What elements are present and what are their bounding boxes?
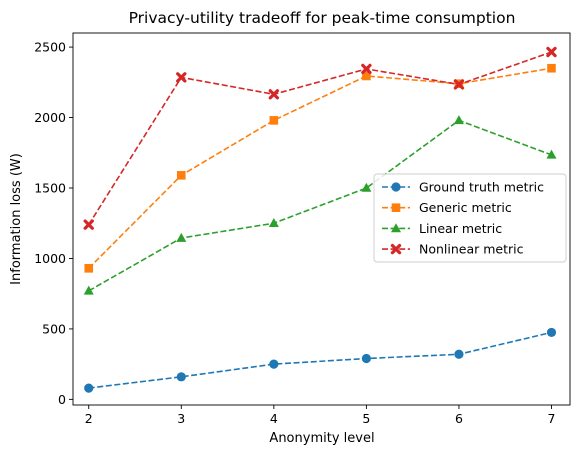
- data-point: [84, 264, 93, 273]
- data-point: [361, 183, 371, 192]
- data-point: [85, 221, 92, 228]
- legend: Ground truth metric Generic metric Linear …: [374, 174, 566, 262]
- y-tick-label: 0: [58, 392, 66, 407]
- data-point: [547, 64, 556, 73]
- y-axis: 0 500 1000 1500 2000 2500: [34, 40, 73, 407]
- y-tick-label: 1000: [34, 251, 66, 266]
- data-point: [84, 383, 93, 392]
- series-0: [84, 328, 556, 393]
- x-axis: 2 3 4 5 6 7: [85, 405, 556, 426]
- legend-label: Ground truth metric: [419, 180, 544, 195]
- y-tick-label: 500: [42, 321, 66, 336]
- data-point: [548, 48, 555, 55]
- legend-label: Nonlinear metric: [419, 242, 524, 257]
- x-tick-label: 3: [177, 411, 185, 426]
- y-tick-label: 2000: [34, 110, 66, 125]
- data-point: [84, 286, 94, 295]
- legend-label: Linear metric: [419, 221, 502, 236]
- y-tick-label: 1500: [34, 181, 66, 196]
- x-tick-label: 7: [548, 411, 556, 426]
- data-point: [269, 360, 278, 369]
- y-tick-label: 2500: [34, 40, 66, 55]
- data-point: [269, 218, 279, 227]
- data-point: [176, 233, 186, 242]
- legend-marker: [391, 182, 400, 191]
- data-point: [362, 354, 371, 363]
- x-axis-label: Anonymity level: [269, 431, 374, 446]
- legend-label: Generic metric: [419, 200, 512, 215]
- x-tick-label: 6: [455, 411, 463, 426]
- legend-marker: [392, 203, 401, 212]
- data-point: [270, 116, 279, 125]
- x-tick-label: 2: [85, 411, 93, 426]
- data-point: [547, 328, 556, 337]
- data-point: [454, 115, 464, 124]
- data-point: [177, 372, 186, 381]
- x-tick-label: 4: [270, 411, 278, 426]
- data-point: [454, 350, 463, 359]
- chart-title: Privacy-utility tradeoff for peak-time c…: [129, 9, 516, 27]
- y-axis-label: Information loss (W): [9, 153, 24, 285]
- series-line: [89, 332, 552, 388]
- x-tick-label: 5: [362, 411, 370, 426]
- data-point: [177, 171, 186, 180]
